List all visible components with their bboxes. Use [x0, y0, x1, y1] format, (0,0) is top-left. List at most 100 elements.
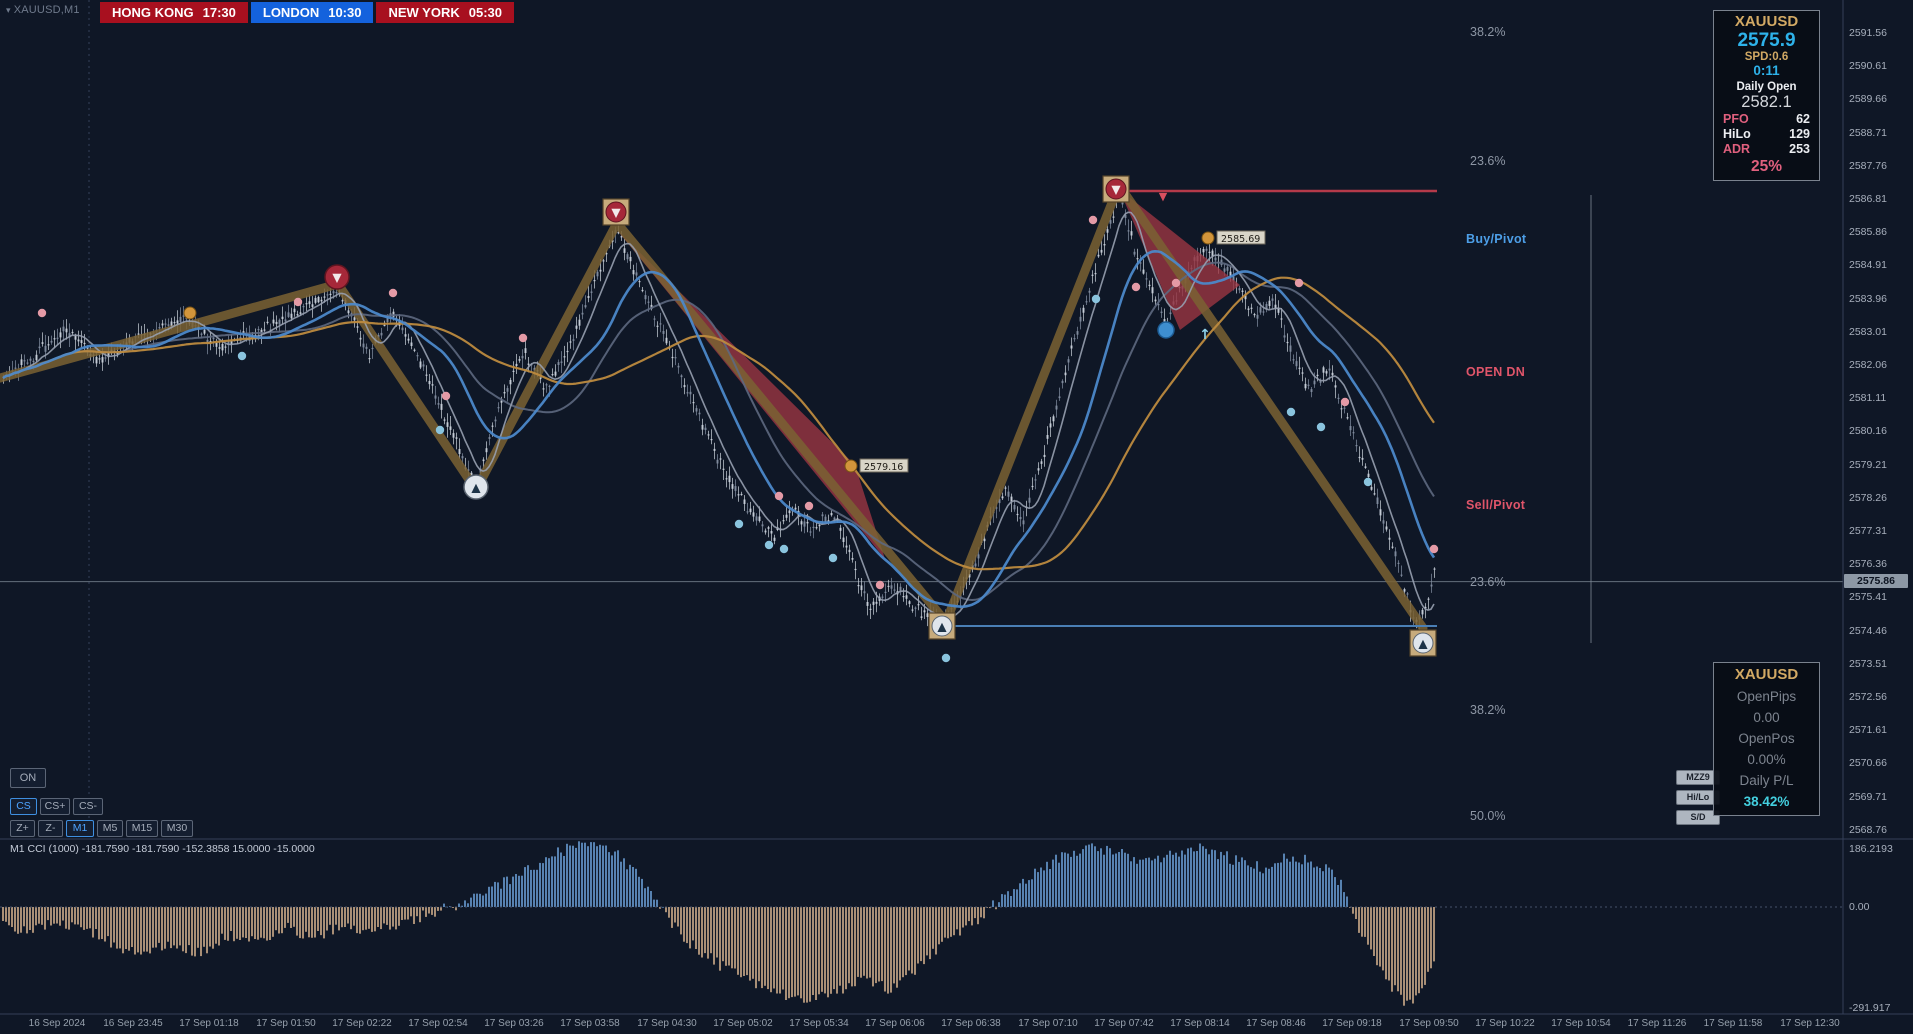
position-line: 0.00% — [1747, 752, 1786, 767]
session-clock-bar: HONG KONG 17:30 LONDON 10:30 NEW YORK 05:30 — [100, 2, 514, 23]
buy-signal-circle — [463, 474, 489, 500]
price-tick: 2580.16 — [1849, 425, 1887, 437]
pivot-dot — [1201, 231, 1215, 245]
fractal-high-dot — [388, 288, 398, 298]
panel-adr-percent: 25% — [1750, 158, 1783, 175]
cci-indicator-label: M1 CCI (1000) -181.7590 -181.7590 -152.3… — [10, 843, 315, 855]
mini-arrow-up-icon: ↑ — [1199, 327, 1211, 343]
panel-stat-rows: PFO 62 HiLo 129 ADR 253 — [1718, 112, 1815, 157]
session-time: 17:30 — [202, 5, 236, 20]
time-label: 17 Sep 07:42 — [1094, 1018, 1154, 1029]
fractal-low-dot — [734, 519, 744, 529]
fib-level-label: 23.6% — [1470, 575, 1506, 589]
time-label: 17 Sep 12:30 — [1780, 1018, 1840, 1029]
timeframe-button-m15[interactable]: M15 — [126, 820, 158, 837]
timeframe-button-m30[interactable]: M30 — [161, 820, 193, 837]
price-tick: 2586.81 — [1849, 193, 1887, 205]
time-label: 17 Sep 03:58 — [560, 1018, 620, 1029]
session-name: HONG KONG — [112, 5, 194, 20]
indicator-on-button[interactable]: ON — [10, 768, 46, 788]
fractal-low-dot — [1363, 477, 1373, 487]
price-tick: 2587.76 — [1849, 160, 1887, 172]
stat-value: 253 — [1789, 142, 1810, 156]
time-label: 17 Sep 10:54 — [1551, 1018, 1611, 1029]
position-line: OpenPips — [1736, 689, 1797, 704]
price-tick: 2591.56 — [1849, 27, 1887, 39]
position-line: Daily P/L — [1739, 773, 1794, 788]
arrow-up-icon: ▲ — [937, 620, 947, 634]
arrow-down-icon: ▼ — [332, 271, 342, 285]
price-tick: 2577.31 — [1849, 525, 1887, 537]
price-tick: 2568.76 — [1849, 824, 1887, 836]
symbol-label[interactable]: ▾ XAUUSD,M1 — [6, 4, 80, 16]
position-line: OpenPos — [1738, 731, 1795, 746]
fractal-low-dot — [779, 544, 789, 554]
fractal-high-dot — [1294, 278, 1304, 288]
cci-axis-label: -291.917 — [1849, 1002, 1891, 1014]
time-label: 17 Sep 02:22 — [332, 1018, 392, 1029]
price-tick: 2590.61 — [1849, 60, 1887, 72]
current-price-badge: 2575.86 — [1844, 574, 1908, 588]
panel-daily-open-value: 2582.1 — [1741, 93, 1792, 111]
mini-button-mzz9[interactable]: MZZ9 — [1676, 770, 1720, 785]
panel-candle-timer: 0:11 — [1753, 63, 1780, 78]
cci-histogram — [2, 841, 1435, 1006]
ma-orange — [2, 276, 1435, 571]
stat-value: 62 — [1796, 112, 1810, 126]
timeframe-button-z-[interactable]: Z- — [38, 820, 63, 837]
session-name: NEW YORK — [388, 5, 460, 20]
fractal-low-dot — [1091, 294, 1101, 304]
toolbar-button-cs[interactable]: CS- — [73, 798, 103, 815]
time-label: 17 Sep 09:18 — [1322, 1018, 1382, 1029]
pivot-label: Buy/Pivot — [1466, 232, 1527, 246]
time-label: 17 Sep 01:18 — [179, 1018, 239, 1029]
price-tick: 2584.91 — [1849, 259, 1887, 271]
pivot-label: Sell/Pivot — [1466, 498, 1526, 512]
session-clock: LONDON 10:30 — [250, 2, 374, 23]
position-lines: OpenPips 0.00 OpenPos 0.00% Daily P/L 38.42% — [1718, 689, 1815, 809]
arrow-down-icon: ▼ — [1111, 183, 1121, 197]
fractal-low-dot — [1286, 407, 1296, 417]
arrow-down-icon: ▼ — [611, 206, 621, 220]
toolbar-button-cs[interactable]: CS+ — [40, 798, 70, 815]
pattern-fill — [617, 230, 885, 559]
position-line: 0.00 — [1753, 710, 1780, 725]
time-label: 17 Sep 11:26 — [1627, 1018, 1687, 1029]
info-stat-row: PFO 62 — [1718, 112, 1815, 127]
stat-label: ADR — [1723, 142, 1751, 156]
toolbar-button-cs[interactable]: CS — [10, 798, 37, 815]
price-tick: 2571.61 — [1849, 724, 1887, 736]
arrow-up-icon: ▲ — [1418, 637, 1428, 651]
session-time: 05:30 — [468, 5, 502, 20]
timeframe-button-z+[interactable]: Z+ — [10, 820, 35, 837]
cci-axis-label: 186.2193 — [1849, 843, 1893, 855]
timeframe-button-m1[interactable]: M1 — [66, 820, 94, 837]
position-symbol: XAUUSD — [1734, 666, 1799, 683]
candles-layer — [2, 180, 1436, 631]
pivot-dot — [844, 459, 858, 473]
mini-button-sd[interactable]: S/D — [1676, 810, 1720, 825]
session-name: LONDON — [262, 5, 320, 20]
price-tick: 2585.86 — [1849, 226, 1887, 238]
arrow-up-icon: ▲ — [471, 481, 481, 495]
fractal-high-dot — [1340, 397, 1350, 407]
fib-level-label: 38.2% — [1470, 25, 1506, 39]
time-label: 17 Sep 10:22 — [1475, 1018, 1535, 1029]
mini-arrow-down-icon: ▼ — [1159, 190, 1168, 203]
position-line: 38.42% — [1743, 794, 1790, 809]
fractal-low-dot — [828, 553, 838, 563]
price-tag-text: 2579.16 — [864, 462, 903, 473]
timeframe-button-m5[interactable]: M5 — [97, 820, 123, 837]
time-label: 17 Sep 02:54 — [408, 1018, 468, 1029]
price-tag — [1216, 230, 1266, 245]
sell-signal-circle — [324, 264, 350, 290]
market-info-panel: XAUUSD 2575.9 SPD:0.6 0:11 Daily Open 25… — [1713, 10, 1820, 181]
position-info-panel: XAUUSD OpenPips 0.00 OpenPos 0.00% Daily P/L… — [1713, 662, 1820, 816]
time-label: 17 Sep 11:58 — [1703, 1018, 1763, 1029]
pivot-label: OPEN DN — [1466, 365, 1526, 379]
time-label: 17 Sep 03:26 — [484, 1018, 544, 1029]
time-label: 17 Sep 08:14 — [1170, 1018, 1230, 1029]
price-tick: 2572.56 — [1849, 691, 1887, 703]
